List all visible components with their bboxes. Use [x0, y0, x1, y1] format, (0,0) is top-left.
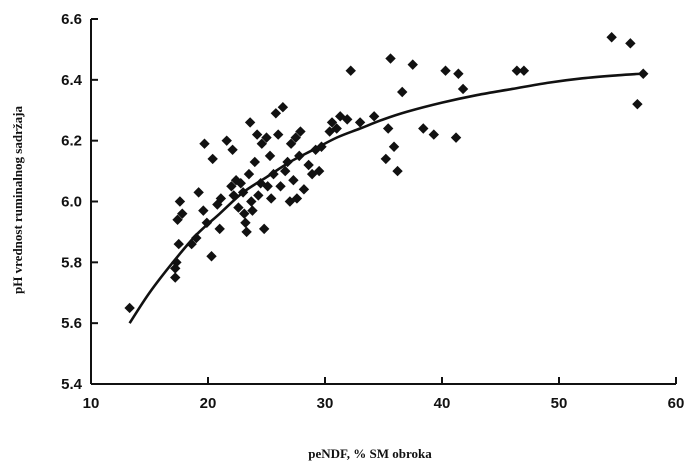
y-tick-label: 6.0 [61, 194, 82, 211]
data-point [407, 59, 418, 70]
data-point [418, 123, 429, 134]
data-point [518, 65, 530, 76]
data-point [331, 123, 342, 134]
data-point [457, 83, 469, 95]
data-point [243, 168, 255, 180]
y-tick-label: 5.8 [61, 254, 82, 271]
data-point [191, 232, 202, 244]
data-point [170, 263, 181, 274]
data-point [172, 214, 183, 225]
data-point [258, 223, 270, 235]
data-point [214, 223, 225, 235]
data-point [239, 208, 250, 219]
data-point [326, 117, 338, 128]
data-point [298, 184, 310, 195]
data-point [428, 129, 440, 140]
data-point [174, 196, 186, 207]
data-point [638, 68, 649, 79]
data-point [198, 205, 209, 216]
data-point [450, 132, 462, 143]
y-tick-label: 6.2 [61, 133, 82, 150]
data-point [270, 108, 282, 119]
y-tick-label: 6.4 [61, 72, 83, 89]
data-point [284, 196, 296, 207]
data-point [207, 153, 218, 165]
data-point [392, 165, 403, 177]
data-point [261, 132, 272, 143]
y-axis-ticks: 5.4 5.6 5.8 6.0 6.2 6.4 6.6 [61, 11, 98, 393]
y-tick-label: 5.4 [61, 376, 83, 393]
data-point [275, 181, 286, 192]
x-axis-ticks: 10 20 30 40 50 60 [83, 377, 685, 412]
data-point [313, 165, 325, 177]
data-point [295, 126, 306, 137]
data-point [285, 138, 297, 149]
data-point [249, 156, 260, 168]
y-tick-label: 6.6 [61, 11, 82, 28]
data-point [511, 65, 523, 76]
data-point [247, 205, 258, 216]
data-point [264, 150, 276, 162]
y-axis-label: pH vrednost ruminalnog sadržaja [10, 106, 25, 294]
data-point [233, 202, 244, 213]
data-point [385, 53, 396, 64]
data-point [251, 129, 263, 140]
x-tick-label: 40 [434, 395, 451, 412]
data-point [380, 153, 392, 165]
x-axis-label: peNDF, % SM obroka [308, 446, 432, 461]
data-point [262, 181, 273, 192]
data-point [303, 159, 314, 171]
data-point [226, 181, 237, 192]
data-point [354, 117, 366, 128]
data-point [244, 117, 256, 128]
data-point [324, 126, 335, 137]
data-point [227, 144, 238, 155]
data-point [235, 178, 246, 189]
data-points [124, 32, 649, 314]
data-point [199, 138, 210, 149]
data-point [273, 129, 284, 140]
data-point [368, 111, 380, 122]
data-point [290, 132, 301, 143]
data-point [241, 226, 252, 238]
data-point [291, 193, 303, 204]
data-point [256, 138, 268, 149]
x-tick-label: 30 [317, 395, 334, 412]
data-point [255, 178, 266, 189]
data-point [625, 38, 636, 49]
data-point [265, 193, 277, 204]
data-point [268, 168, 279, 180]
data-point [215, 193, 227, 204]
data-point [124, 302, 135, 314]
data-point [288, 175, 299, 186]
data-point [345, 65, 356, 76]
data-point [201, 217, 213, 228]
data-point [606, 32, 617, 43]
data-point [280, 165, 291, 177]
data-point [632, 98, 643, 110]
data-point [453, 68, 464, 79]
fit-curve [128, 72, 641, 324]
data-point [277, 102, 289, 113]
x-tick-label: 20 [200, 395, 217, 412]
data-point [193, 187, 204, 198]
y-tick-label: 5.6 [61, 315, 82, 332]
data-point [246, 196, 257, 207]
data-point [382, 123, 394, 134]
data-point [206, 251, 217, 262]
x-tick-label: 50 [551, 395, 568, 412]
data-point [240, 217, 251, 228]
x-tick-label: 10 [83, 395, 100, 412]
data-point [177, 208, 188, 219]
data-point [170, 272, 181, 283]
data-point [440, 65, 451, 76]
data-point [388, 141, 400, 152]
data-point [397, 86, 408, 98]
x-tick-label: 60 [668, 395, 685, 412]
data-point [253, 190, 264, 201]
data-point [221, 135, 232, 146]
data-point [342, 114, 353, 125]
data-point [173, 238, 184, 250]
